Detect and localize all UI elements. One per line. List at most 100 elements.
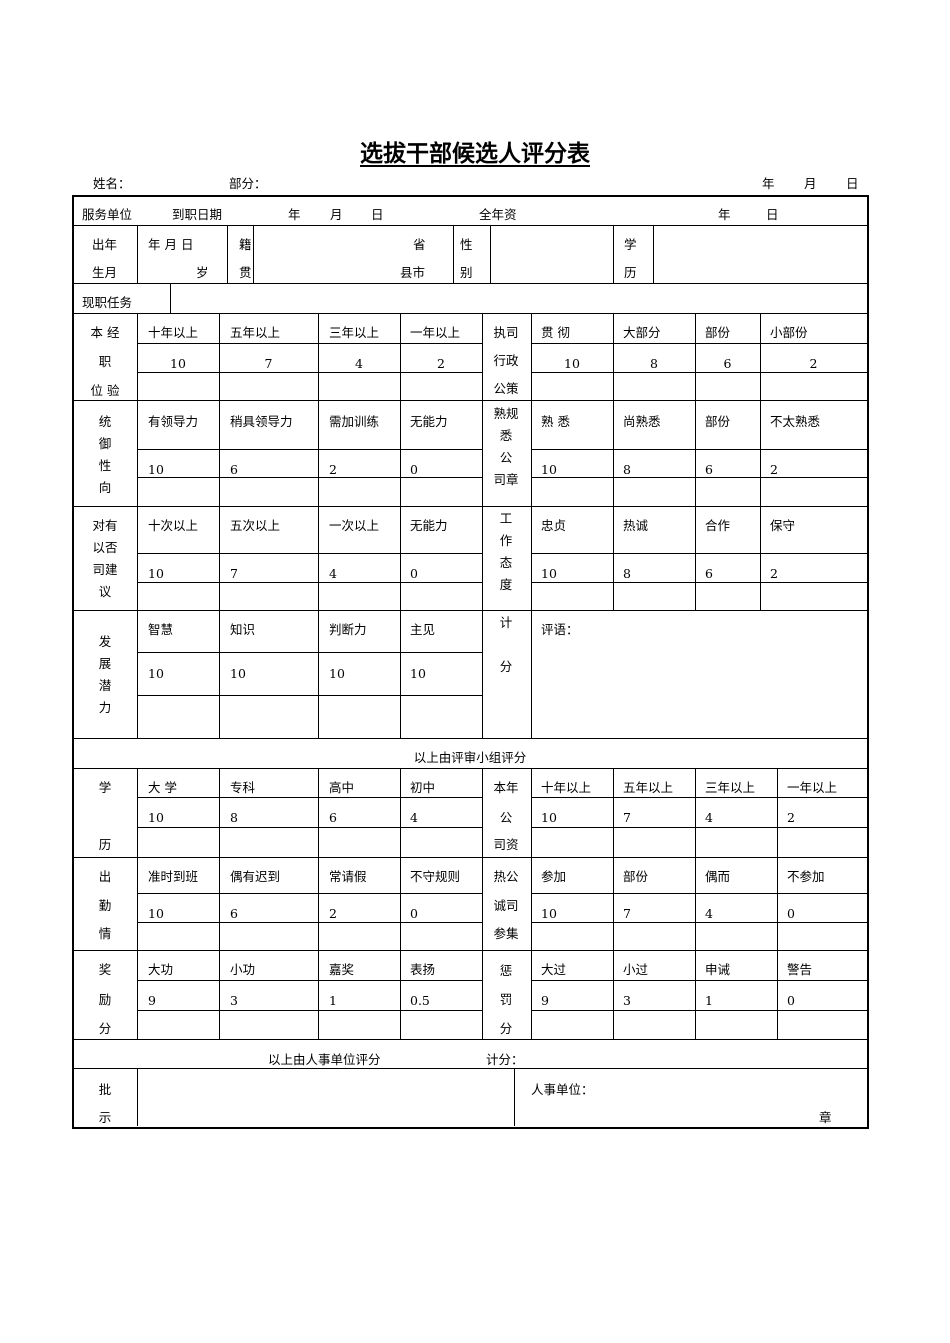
section-label: 度 xyxy=(499,577,513,592)
score-input[interactable] xyxy=(778,1011,866,1038)
section-label: 公 xyxy=(499,450,513,465)
score-value: 10 xyxy=(541,810,557,825)
score-input[interactable] xyxy=(220,923,317,949)
score-input[interactable] xyxy=(401,923,481,949)
section-label: 统 xyxy=(98,414,112,429)
row-divider xyxy=(137,827,482,828)
score-input[interactable] xyxy=(138,373,218,399)
section-label: 公策 xyxy=(493,381,519,396)
score-input[interactable] xyxy=(138,923,218,949)
education-field[interactable] xyxy=(654,226,866,282)
column-divider xyxy=(137,857,138,950)
score-input[interactable] xyxy=(220,373,317,399)
row-divider xyxy=(531,449,867,450)
score-input[interactable] xyxy=(401,373,481,399)
option-label: 准时到班 xyxy=(148,869,199,884)
column-divider xyxy=(318,313,319,400)
score-input[interactable] xyxy=(220,696,317,737)
current-post-field[interactable] xyxy=(171,284,866,312)
option-label: 一年以上 xyxy=(410,325,461,340)
score-value: 7 xyxy=(230,566,238,581)
score-input[interactable] xyxy=(532,478,612,505)
score-input[interactable] xyxy=(138,478,218,505)
score-input[interactable] xyxy=(696,828,776,856)
column-divider xyxy=(531,313,532,400)
column-divider xyxy=(613,225,614,283)
score-input[interactable] xyxy=(220,478,317,505)
score-input[interactable] xyxy=(319,478,399,505)
row-divider xyxy=(137,797,482,798)
score-input[interactable] xyxy=(220,1011,317,1038)
score-input[interactable] xyxy=(778,828,866,856)
score-input[interactable] xyxy=(319,696,399,737)
score-input[interactable] xyxy=(761,373,866,399)
score-input[interactable] xyxy=(319,923,399,949)
gender-field[interactable] xyxy=(491,226,612,282)
score-input[interactable] xyxy=(319,1011,399,1038)
row-divider xyxy=(531,582,867,583)
score-input[interactable] xyxy=(696,923,776,949)
score-input[interactable] xyxy=(614,478,694,505)
column-divider xyxy=(695,506,696,610)
score-input[interactable] xyxy=(696,478,759,505)
score-input[interactable] xyxy=(319,583,399,609)
score-value: 1 xyxy=(705,993,713,1008)
education-label: 历 xyxy=(624,265,637,280)
score-input[interactable] xyxy=(614,1011,694,1038)
score-input[interactable] xyxy=(401,1011,481,1038)
option-label: 判断力 xyxy=(329,622,367,637)
option-label: 贯 彻 xyxy=(541,325,570,340)
column-divider xyxy=(613,506,614,610)
score-input[interactable] xyxy=(614,828,694,856)
score-input[interactable] xyxy=(532,1011,612,1038)
score-input[interactable] xyxy=(761,583,866,609)
column-divider xyxy=(137,506,138,610)
score-input[interactable] xyxy=(138,696,218,737)
score-input[interactable] xyxy=(696,373,759,399)
approval-field[interactable] xyxy=(138,1069,513,1125)
score-input[interactable] xyxy=(532,583,612,609)
score-input[interactable] xyxy=(532,373,612,399)
score-input[interactable] xyxy=(614,373,694,399)
score-input[interactable] xyxy=(532,828,612,856)
score-input[interactable] xyxy=(138,583,218,609)
column-divider xyxy=(219,610,220,738)
score-input[interactable] xyxy=(319,828,399,856)
column-divider xyxy=(318,857,319,950)
score-input[interactable] xyxy=(761,478,866,505)
column-divider xyxy=(227,225,228,283)
column-divider xyxy=(400,400,401,506)
year-label: 年 xyxy=(718,207,731,222)
score-input[interactable] xyxy=(220,828,317,856)
option-label: 部份 xyxy=(623,869,649,884)
score-value: 1 xyxy=(329,993,337,1008)
score-input[interactable] xyxy=(401,828,481,856)
column-divider xyxy=(653,225,654,283)
comment-field[interactable] xyxy=(532,640,866,737)
score-input[interactable] xyxy=(319,373,399,399)
score-input[interactable] xyxy=(401,696,481,737)
column-divider xyxy=(318,950,319,1039)
score-input[interactable] xyxy=(778,923,866,949)
score-input[interactable] xyxy=(614,583,694,609)
province-label: 省 xyxy=(413,237,426,252)
score-value: 10 xyxy=(541,462,557,477)
score-input[interactable] xyxy=(401,583,481,609)
score-value: 8 xyxy=(623,566,631,581)
section-label: 惩 xyxy=(499,963,513,978)
score-input[interactable] xyxy=(220,583,317,609)
score-input[interactable] xyxy=(138,828,218,856)
column-divider xyxy=(482,950,483,1039)
score-input[interactable] xyxy=(696,1011,776,1038)
row-divider xyxy=(531,477,867,478)
score-input[interactable] xyxy=(138,1011,218,1038)
option-label: 一次以上 xyxy=(329,518,380,533)
score-value: 10 xyxy=(148,810,164,825)
score-input[interactable] xyxy=(696,583,759,609)
score-input[interactable] xyxy=(532,923,612,949)
score-input[interactable] xyxy=(614,923,694,949)
score-input[interactable] xyxy=(401,478,481,505)
section-label: 本 经 xyxy=(90,325,120,340)
section-label: 计 xyxy=(499,615,513,630)
native-place-field[interactable] xyxy=(253,226,403,282)
